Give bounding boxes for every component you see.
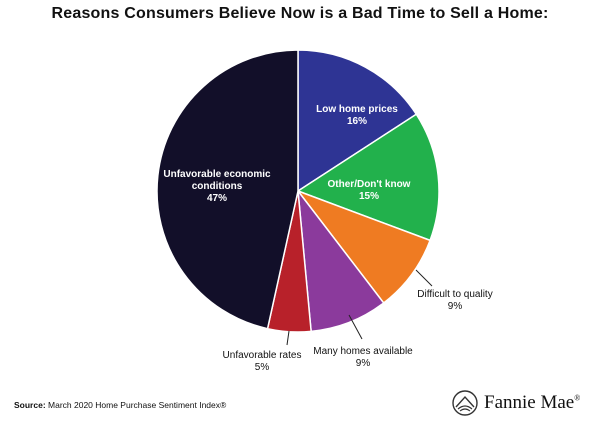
- pie-slices: [156, 49, 440, 333]
- house-logo-icon: [452, 390, 478, 416]
- fannie-mae-logo: Fannie Mae®: [452, 389, 580, 417]
- leader-line-unfavorable-rates: [286, 330, 290, 346]
- pie-slice-low-home-prices: [297, 49, 418, 193]
- leader-line-many-homes-available: [348, 314, 363, 340]
- slice-value-unfavorable-rates: 5%: [255, 362, 270, 373]
- pie-slice-unfavorable-economic-conditions: [156, 49, 299, 330]
- chart-title: Reasons Consumers Believe Now is a Bad T…: [51, 5, 549, 22]
- slice-label-many-homes-available: Many homes available: [313, 346, 413, 357]
- source-label: Source:: [14, 400, 46, 410]
- source-text: March 2020 Home Purchase Sentiment Index…: [45, 400, 227, 410]
- slice-label-unfavorable-economic-conditions-line1: Unfavorable economic: [163, 169, 271, 180]
- slice-value-unfavorable-economic-conditions: 47%: [207, 193, 227, 204]
- leader-line-difficult-to-quality: [415, 269, 433, 287]
- slice-value-many-homes-available: 9%: [356, 358, 371, 369]
- slice-label-unfavorable-rates: Unfavorable rates: [223, 350, 302, 361]
- slice-label-difficult-to-quality: Difficult to quality: [417, 289, 492, 300]
- leader-lines: [286, 269, 433, 346]
- slice-value-low-home-prices: 16%: [347, 116, 367, 127]
- slice-label-other-dont-know: Other/Don't know: [328, 179, 411, 190]
- slice-label-unfavorable-economic-conditions-line2: conditions: [192, 181, 243, 192]
- pie-slice-other-don-t-know: [296, 113, 440, 242]
- slice-value-other-dont-know: 15%: [359, 191, 379, 202]
- slice-value-difficult-to-quality: 9%: [448, 301, 463, 312]
- slice-label-low-home-prices: Low home prices: [316, 104, 398, 115]
- brand-name: Fannie Mae®: [484, 392, 581, 413]
- source-note: Source: March 2020 Home Purchase Sentime…: [14, 400, 226, 410]
